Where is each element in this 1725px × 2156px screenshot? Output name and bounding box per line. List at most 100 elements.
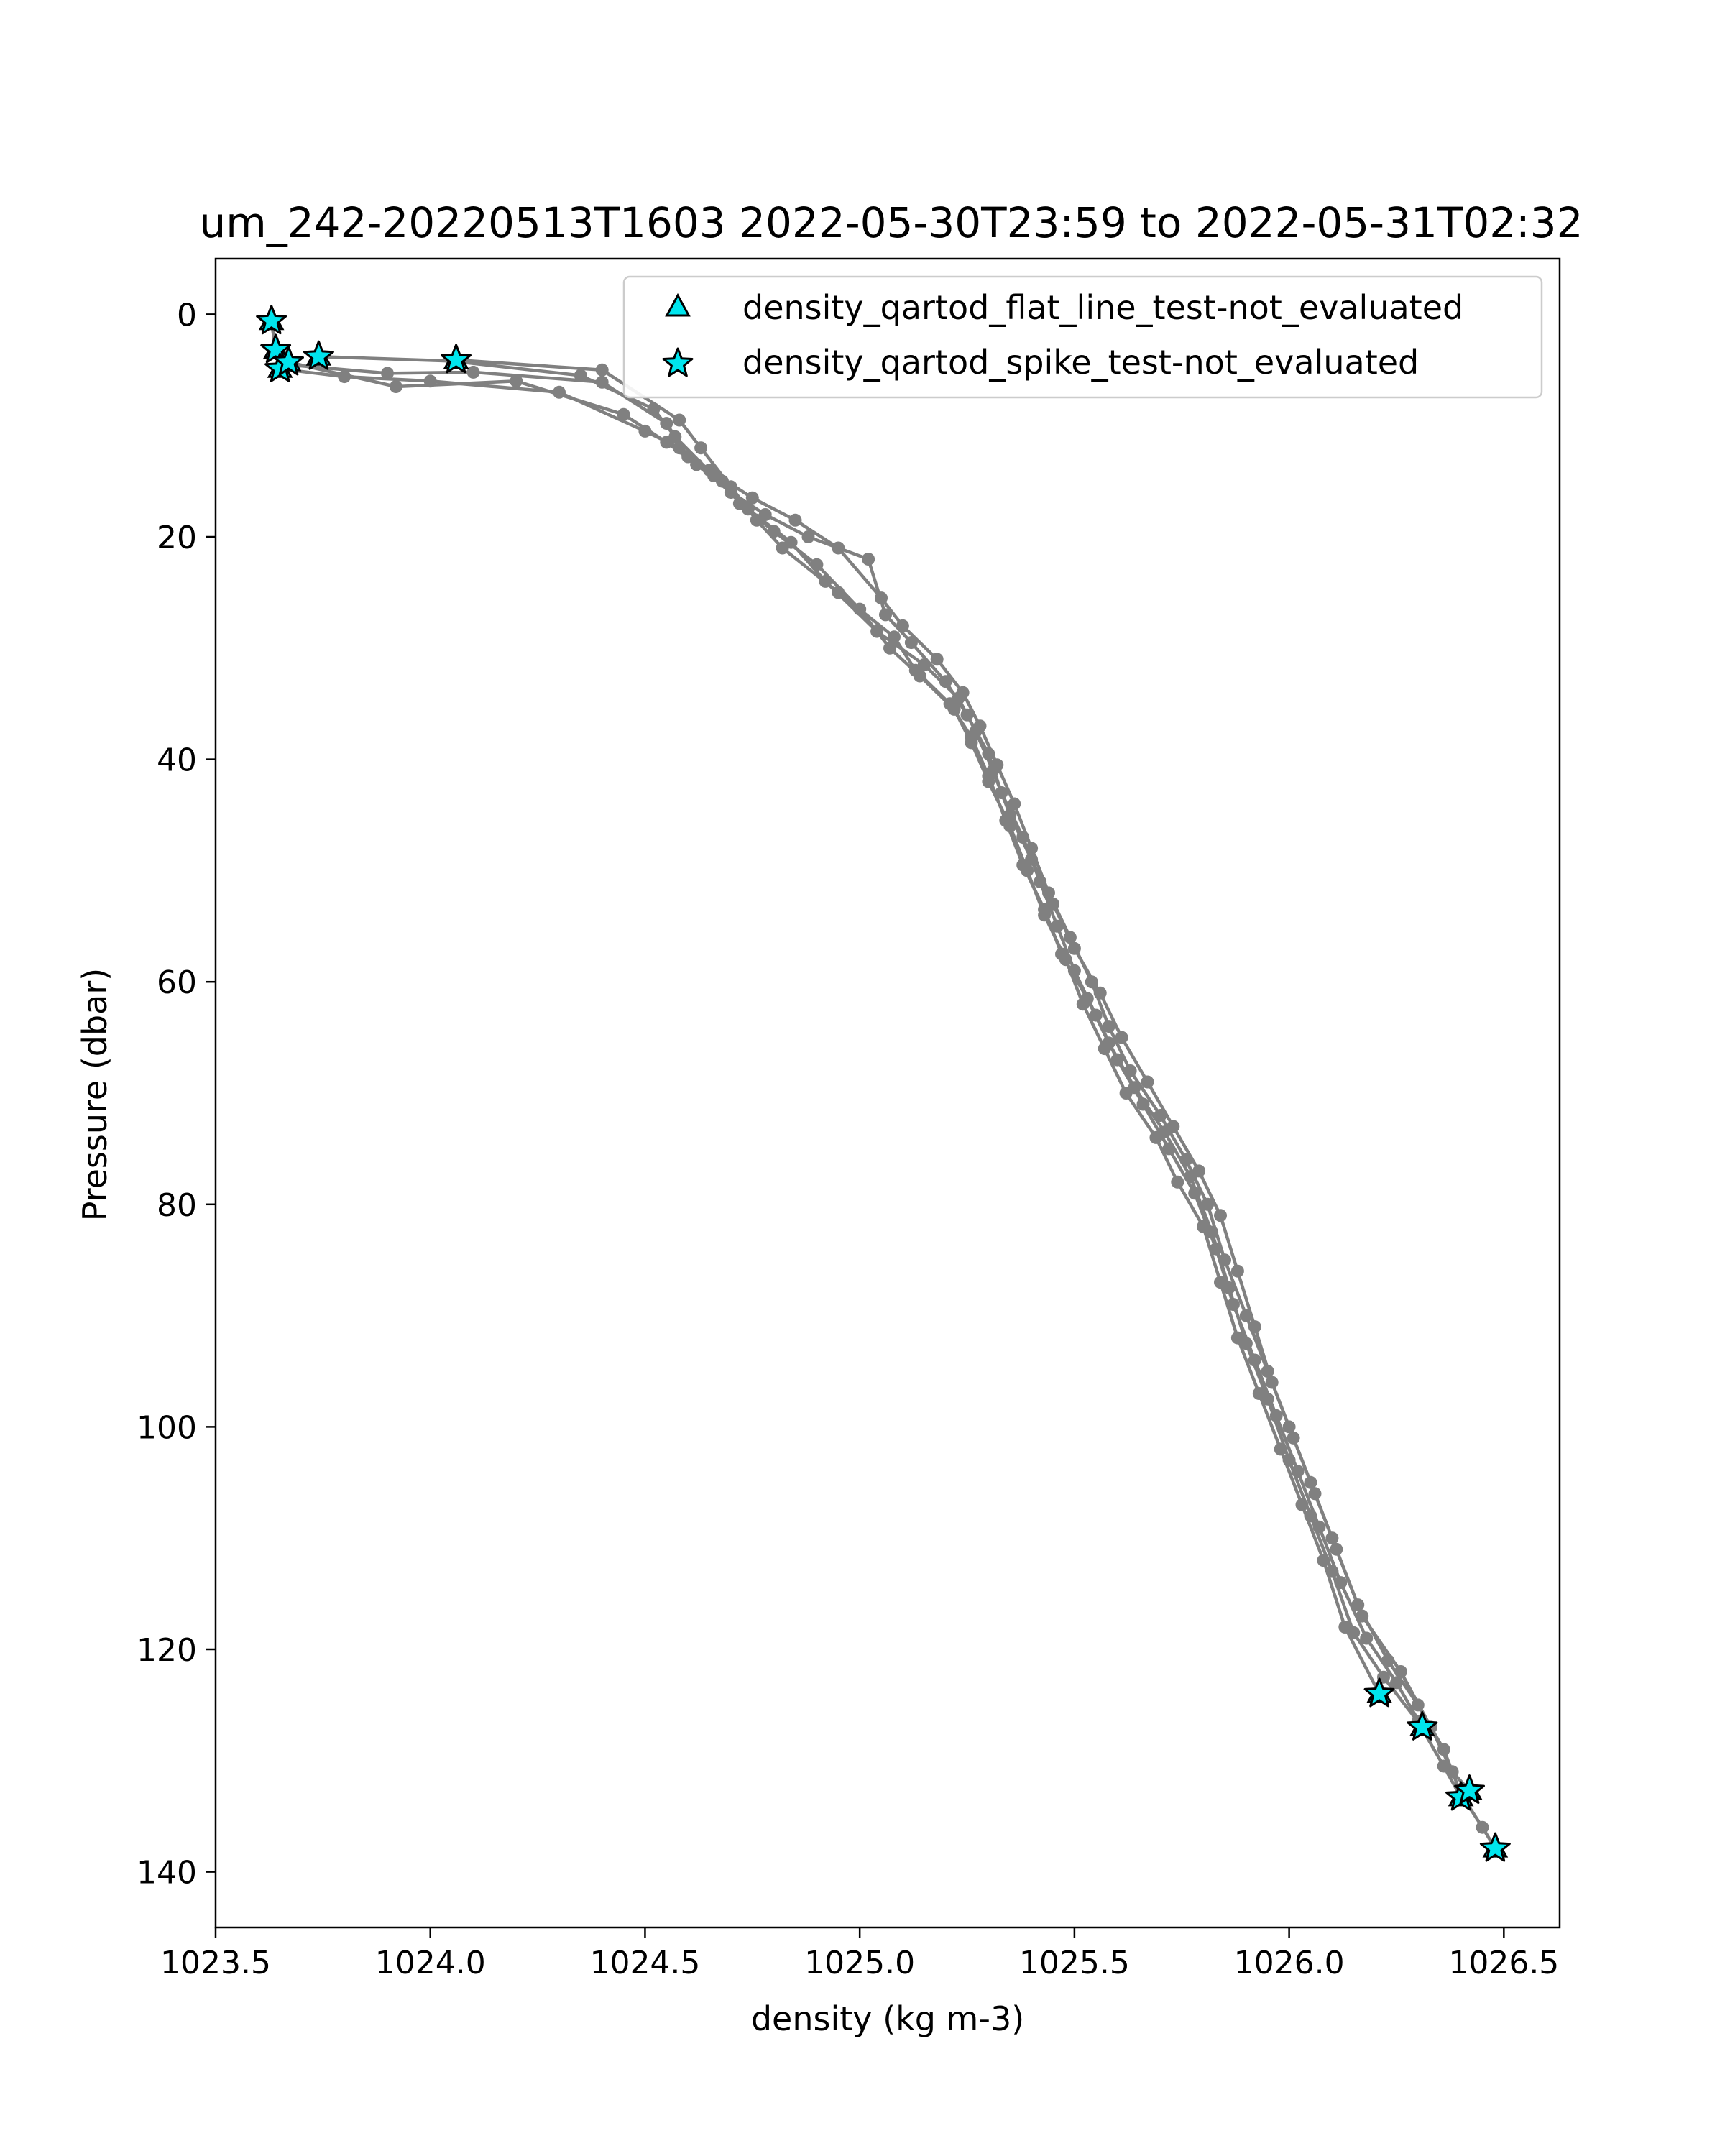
spike-marker <box>1454 1774 1485 1805</box>
spike-marker <box>256 305 288 335</box>
data-point <box>879 608 892 622</box>
x-tick-label: 1025.5 <box>1019 1945 1130 1981</box>
data-point <box>1265 1376 1279 1389</box>
data-point <box>381 367 394 380</box>
data-point <box>904 636 918 650</box>
data-point <box>1184 1170 1197 1184</box>
x-tick-label: 1024.0 <box>375 1945 486 1981</box>
data-point <box>707 469 720 482</box>
legend-entry-spike: density_qartod_spike_test-not_evaluated <box>742 343 1419 382</box>
data-point <box>1115 1031 1128 1044</box>
data-point <box>694 441 708 455</box>
spike-marker <box>1363 1677 1395 1708</box>
data-point <box>776 541 789 555</box>
x-tick-label: 1024.5 <box>589 1945 700 1981</box>
data-point <box>832 586 845 599</box>
data-point <box>1128 1081 1141 1095</box>
data-point <box>1171 1175 1184 1189</box>
data-point <box>1360 1631 1374 1645</box>
legend: density_qartod_flat_line_test-not_evalua… <box>622 275 1543 399</box>
x-tick-label: 1026.5 <box>1448 1945 1559 1981</box>
y-tick-label: 0 <box>177 297 197 333</box>
data-point <box>870 625 884 638</box>
legend-box <box>622 275 1543 399</box>
data-point <box>999 814 1013 827</box>
data-point <box>801 530 815 543</box>
x-tick-label: 1026.0 <box>1234 1945 1345 1981</box>
data-point <box>574 369 587 382</box>
data-point <box>1141 1075 1154 1089</box>
data-point <box>888 630 901 644</box>
y-axis-label: Pressure (dbar) <box>75 968 114 1221</box>
data-point <box>1394 1665 1407 1678</box>
plot-frame <box>214 257 1561 1929</box>
data-point <box>908 663 922 677</box>
data-point <box>788 513 802 527</box>
y-tick-label: 20 <box>157 520 197 556</box>
x-axis: 1023.5 1024.0 1024.5 1025.0 1025.5 1026.0 1026… <box>160 1927 1559 1981</box>
x-tick-label: 1023.5 <box>160 1945 271 1981</box>
spike-marker <box>441 344 472 374</box>
spike-marker <box>1407 1710 1438 1741</box>
data-point <box>1287 1431 1300 1445</box>
profile-line <box>456 358 1463 1798</box>
data-point <box>862 553 875 566</box>
y-tick-label: 120 <box>137 1632 197 1669</box>
data-point <box>724 480 737 494</box>
data-point <box>750 513 763 527</box>
data-point <box>668 430 682 443</box>
data-point <box>1214 1209 1227 1222</box>
data-point <box>1230 1264 1244 1278</box>
data-point <box>1201 1197 1215 1211</box>
data-point <box>1038 903 1052 916</box>
data-point <box>1325 1565 1339 1578</box>
data-point <box>883 641 896 655</box>
data-point <box>1304 1509 1317 1523</box>
data-point <box>1102 1036 1116 1050</box>
triangle-icon <box>665 292 691 317</box>
data-point <box>1055 947 1068 961</box>
data-point <box>1248 1320 1261 1334</box>
data-point <box>1261 1392 1274 1406</box>
x-tick-label: 1025.0 <box>804 1945 915 1981</box>
data-point <box>930 653 944 666</box>
data-point <box>1080 992 1094 1005</box>
data-point <box>389 380 402 393</box>
chart-title: um_242-20220513T1603 2022-05-30T23:59 to… <box>200 198 1583 247</box>
y-axis: 0 20 40 60 80 100 120 140 <box>137 297 216 1892</box>
spike-marker <box>1479 1832 1511 1862</box>
data-point <box>466 365 480 379</box>
y-tick-label: 140 <box>137 1855 197 1892</box>
spike-marker <box>303 340 334 370</box>
y-tick-label: 60 <box>157 964 197 1001</box>
data-point <box>1239 1337 1253 1350</box>
legend-star-icon <box>662 347 694 377</box>
spike-marker <box>273 346 304 376</box>
data-point <box>1016 858 1030 872</box>
data-point <box>1158 1125 1172 1139</box>
x-axis-label: density (kg m-3) <box>751 1999 1024 2038</box>
data-point <box>982 769 995 783</box>
data-point <box>510 374 523 388</box>
data-point <box>1067 941 1081 955</box>
y-tick-label: 40 <box>157 742 197 779</box>
data-point <box>1093 986 1107 1000</box>
data-point <box>1282 1453 1296 1467</box>
data-point <box>1330 1542 1343 1556</box>
y-tick-label: 80 <box>157 1187 197 1224</box>
data-point <box>595 363 609 377</box>
data-point <box>1356 1609 1369 1623</box>
legend-triangle-icon <box>665 292 691 317</box>
star-icon <box>662 347 694 377</box>
data-point <box>965 730 978 744</box>
plot-area <box>256 305 1511 1862</box>
data-point <box>943 697 957 711</box>
data-point <box>1308 1487 1322 1501</box>
data-point <box>1008 797 1021 811</box>
data-point <box>1205 1225 1219 1239</box>
data-point <box>1390 1676 1403 1690</box>
data-point <box>1437 1759 1450 1773</box>
data-point <box>1347 1626 1361 1639</box>
spike-markers <box>256 305 1511 1862</box>
